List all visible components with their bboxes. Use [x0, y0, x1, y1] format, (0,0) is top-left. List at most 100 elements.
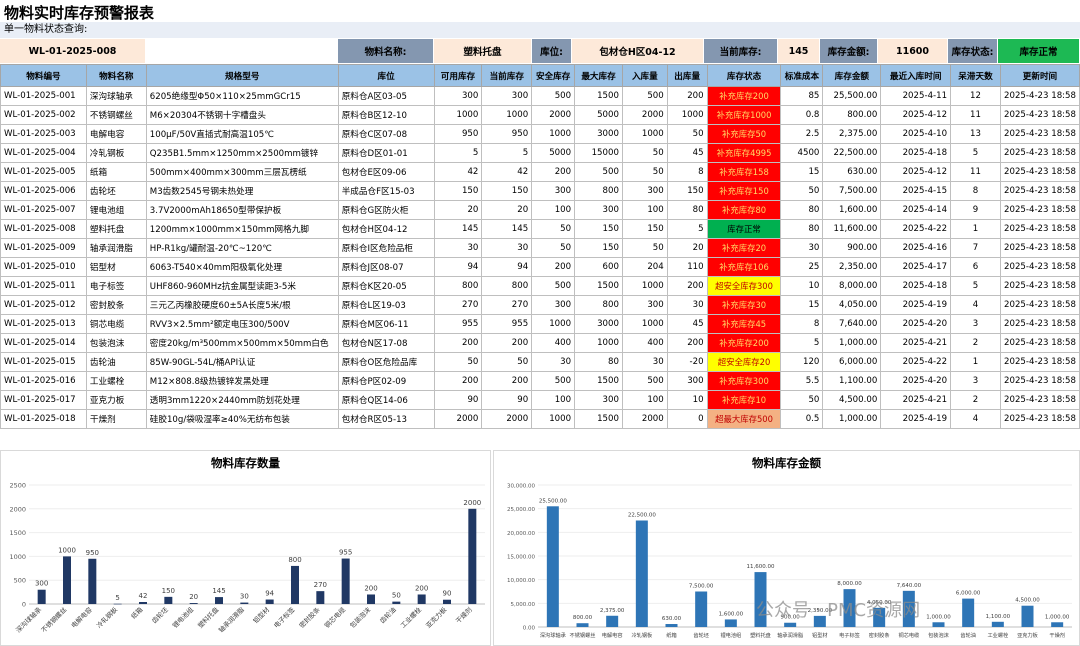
table-cell: 300 — [666, 371, 708, 391]
table-cell: 150 — [481, 181, 533, 201]
y-tick-label: 15,000.00 — [507, 555, 535, 561]
column-header[interactable]: 更新时间 — [999, 64, 1080, 87]
data-label: 50 — [392, 592, 401, 600]
table-cell: 4500 — [780, 143, 824, 163]
bar[interactable] — [635, 520, 648, 628]
bar[interactable] — [991, 621, 1004, 627]
bar[interactable] — [784, 622, 797, 627]
table-cell: 500 — [621, 371, 668, 391]
table-cell: 200 — [433, 333, 483, 353]
column-header[interactable]: 库存状态 — [706, 64, 782, 87]
bar[interactable] — [1021, 605, 1034, 627]
table-cell: 204 — [621, 257, 668, 277]
table-cell: 2025-4-11 — [880, 86, 952, 106]
bar[interactable] — [240, 602, 249, 604]
column-header[interactable]: 呆滞天数 — [950, 64, 1001, 87]
bar[interactable] — [576, 623, 589, 627]
table-cell: 94 — [433, 257, 483, 277]
bar[interactable] — [215, 597, 223, 604]
table-cell: 包材仓H区04-12 — [337, 219, 435, 239]
table-row: WL-01-2025-005 纸箱 500mm×400mm×300mm三层瓦楞纸 包材… — [0, 162, 1080, 182]
status-cell: 超安全库存20 — [706, 352, 782, 372]
table-cell: 1,000.00 — [822, 333, 882, 353]
bar[interactable] — [63, 556, 71, 604]
bar[interactable] — [367, 594, 375, 604]
bar[interactable] — [932, 622, 945, 627]
bar[interactable] — [962, 598, 975, 627]
table-cell: 5 — [780, 333, 824, 353]
column-header[interactable]: 最大库存 — [574, 64, 623, 87]
data-label: 1,000.00 — [1045, 614, 1070, 620]
table-cell: 13 — [950, 124, 1001, 144]
bar[interactable] — [164, 596, 173, 604]
table-cell: 原料仓C区07-08 — [337, 124, 435, 144]
column-header[interactable]: 库存金额 — [822, 64, 882, 87]
query-code-input[interactable]: WL-01-2025-008 — [0, 39, 146, 63]
table-cell: 2025-4-23 18:58 — [999, 162, 1080, 182]
bar[interactable] — [468, 508, 477, 604]
column-header[interactable]: 规格型号 — [145, 64, 339, 87]
bar[interactable] — [606, 615, 619, 627]
table-cell: 42 — [481, 162, 533, 182]
bar[interactable] — [316, 591, 325, 604]
bar[interactable] — [902, 590, 915, 627]
category-label: 塑料托盘 — [196, 605, 221, 630]
table-cell: 透明3mm1220×2440mm防划花处理 — [145, 390, 339, 410]
status-value: 库存正常 — [998, 39, 1080, 63]
y-tick-label: 0 — [22, 601, 26, 609]
bar[interactable] — [113, 603, 122, 605]
column-header[interactable]: 物料名称 — [85, 64, 147, 87]
table-cell: 85 — [780, 86, 824, 106]
data-label: 7,640.00 — [897, 583, 922, 589]
table-cell: 145 — [433, 219, 483, 239]
table-cell: WL-01-2025-008 — [0, 219, 87, 239]
table-row: WL-01-2025-004 冷轧钢板 Q235B1.5mm×1250mm×2500… — [0, 143, 1080, 163]
bar[interactable] — [724, 619, 737, 627]
bar[interactable] — [443, 599, 451, 604]
column-header[interactable]: 当前库存 — [481, 64, 533, 87]
table-cell: 12 — [950, 86, 1001, 106]
column-header[interactable]: 出库量 — [666, 64, 708, 87]
column-header[interactable]: 物料编号 — [0, 64, 87, 87]
bar[interactable] — [417, 594, 426, 604]
column-header[interactable]: 标准成本 — [780, 64, 824, 87]
column-header[interactable]: 可用库存 — [433, 64, 483, 87]
bar[interactable] — [665, 624, 678, 627]
category-label: 齿轮坯 — [150, 605, 171, 626]
bar[interactable] — [546, 506, 559, 627]
bar[interactable] — [291, 565, 299, 604]
bar[interactable] — [189, 603, 198, 604]
bar[interactable] — [37, 589, 46, 604]
table-cell: 工业螺栓 — [85, 371, 147, 391]
y-tick-label: 10,000.00 — [507, 578, 535, 584]
table-cell: 300 — [621, 295, 668, 315]
data-label: 42 — [139, 592, 148, 600]
bar[interactable] — [695, 591, 708, 628]
table-cell: 100μF/50V直插式耐高温105℃ — [145, 124, 339, 144]
category-label: 铝型材 — [251, 605, 272, 626]
amount-chart-svg: 0.00 5,000.00 10,000.00 15,000.00 20,000.00 2… — [507, 484, 1072, 639]
table-cell: 150 — [666, 181, 708, 201]
bar[interactable] — [265, 599, 274, 604]
table-cell: 原料仓L区19-03 — [337, 295, 435, 315]
table-cell: 4 — [950, 295, 1001, 315]
bar[interactable] — [341, 558, 350, 604]
data-label: 200 — [364, 584, 377, 592]
column-header[interactable]: 库位 — [337, 64, 435, 87]
bar[interactable] — [843, 589, 856, 627]
table-cell: 630.00 — [822, 162, 882, 182]
bar[interactable] — [88, 558, 97, 604]
bar[interactable] — [813, 615, 826, 627]
column-header[interactable]: 最近入库时间 — [880, 64, 952, 87]
data-label: 8,000.00 — [837, 581, 862, 587]
bar[interactable] — [873, 607, 886, 627]
column-header[interactable]: 安全库存 — [531, 64, 576, 87]
bar[interactable] — [139, 602, 147, 604]
table-cell: 30 — [433, 238, 483, 258]
bar[interactable] — [1051, 622, 1064, 627]
table-cell: 7,640.00 — [822, 314, 882, 334]
column-header[interactable]: 入库量 — [621, 64, 668, 87]
bar[interactable] — [754, 572, 767, 627]
bar[interactable] — [392, 601, 401, 604]
table-cell: 1000 — [433, 105, 483, 125]
